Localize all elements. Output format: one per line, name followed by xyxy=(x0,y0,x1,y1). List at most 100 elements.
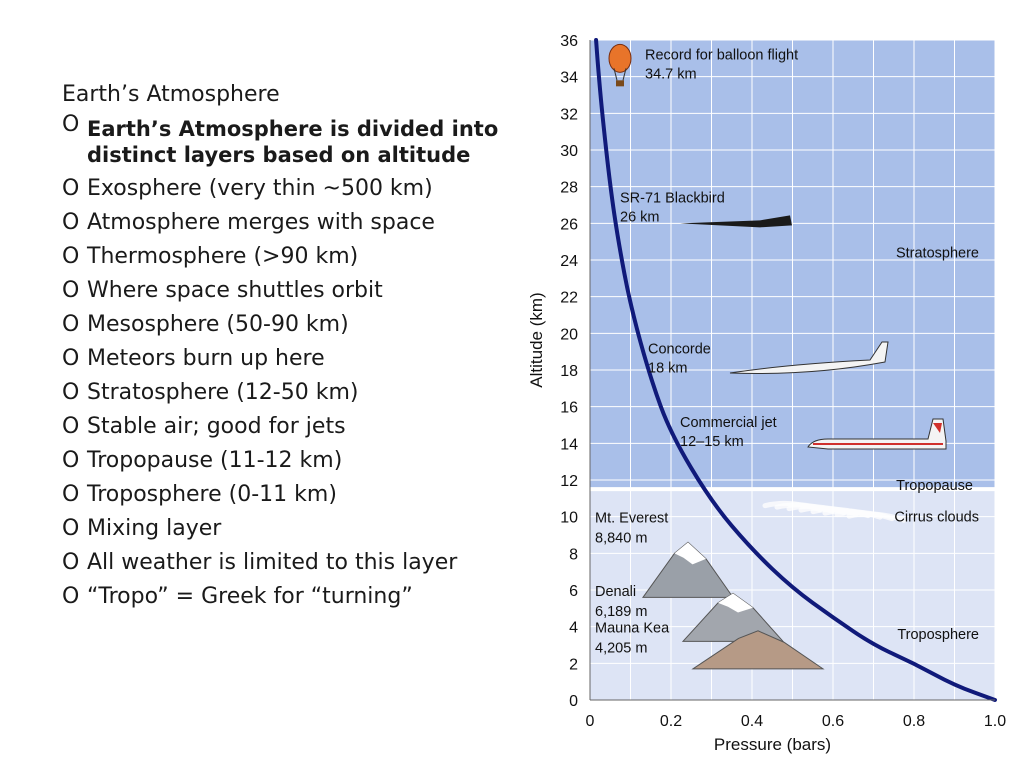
bullet-text: Meteors burn up here xyxy=(87,346,325,371)
x-tick-label: 0.6 xyxy=(822,713,844,730)
bullet-text: Stratosphere (12-50 km) xyxy=(87,380,359,405)
bullet-marker: O xyxy=(62,550,80,575)
y-tick-label: 30 xyxy=(560,143,578,160)
balloon-basket xyxy=(616,80,624,87)
x-tick-label: 0.4 xyxy=(741,713,763,730)
bullet-marker: O xyxy=(62,112,80,137)
bullet-marker: O xyxy=(62,380,80,405)
y-tick-label: 6 xyxy=(569,583,578,600)
bullet-marker: O xyxy=(62,448,80,473)
layer-label-stratosphere: Stratosphere xyxy=(896,246,979,262)
bullet-marker: O xyxy=(62,346,80,371)
bullet-marker: O xyxy=(62,278,80,303)
x-tick-label: 0 xyxy=(586,713,595,730)
bullet-marker: O xyxy=(62,482,80,507)
bullet-item: O Where space shuttles orbit xyxy=(62,274,512,308)
hot-air-balloon-icon xyxy=(608,43,632,87)
bullet-text: Mixing layer xyxy=(87,516,222,541)
bullet-text: Stable air; good for jets xyxy=(87,414,346,439)
slide-title: Earth’s Atmosphere xyxy=(62,82,280,107)
bullet-item: O Atmosphere merges with space xyxy=(62,206,512,240)
bullet-text: Thermosphere (>90 km) xyxy=(87,244,359,269)
annotation-concorde-altitude: 18 km xyxy=(648,361,688,377)
annotation-balloon-name: Record for balloon flight xyxy=(645,47,798,63)
mountain-icon xyxy=(691,630,825,670)
bullet-text: Earth’s Atmosphere is divided into disti… xyxy=(87,117,499,167)
y-tick-label: 14 xyxy=(560,436,578,453)
bullet-list: O Earth’s Atmosphere is divided into dist… xyxy=(62,112,512,614)
y-tick-label: 8 xyxy=(569,546,578,563)
x-tick-label: 0.2 xyxy=(660,713,682,730)
bullet-text: Exosphere (very thin ~500 km) xyxy=(87,176,433,201)
bullet-item: O Meteors burn up here xyxy=(62,342,512,376)
x-axis-label: Pressure (bars) xyxy=(714,735,831,754)
y-tick-label: 12 xyxy=(560,473,578,490)
bullet-marker: O xyxy=(62,210,80,235)
pressure-curve xyxy=(594,38,997,702)
y-tick-label: 24 xyxy=(560,253,578,270)
annotation-balloon-altitude: 34.7 km xyxy=(645,66,697,82)
y-tick-label: 18 xyxy=(560,363,578,380)
bullet-text: Where space shuttles orbit xyxy=(87,278,383,303)
bullet-text: Troposphere (0-11 km) xyxy=(87,482,337,507)
mountain-body xyxy=(691,630,825,670)
bullet-item: O Tropopause (11-12 km) xyxy=(62,444,512,478)
annotation-denali-altitude: 6,189 m xyxy=(595,604,647,620)
annotation-jet-altitude: 12–15 km xyxy=(680,434,744,450)
mountain-snow xyxy=(674,542,706,565)
y-tick-label: 0 xyxy=(569,693,578,710)
y-tick-label: 10 xyxy=(560,510,578,527)
bullet-marker: O xyxy=(62,516,80,541)
bullet-marker: O xyxy=(62,414,80,439)
bullet-text: “Tropo” = Greek for “turning” xyxy=(87,584,413,609)
slide-text: Earth’s Atmosphere O Earth’s Atmosphere i… xyxy=(62,78,512,614)
bullet-item: O Stratosphere (12-50 km) xyxy=(62,376,512,410)
annotation-maunakea-altitude: 4,205 m xyxy=(595,641,647,657)
bullet-item: O Exosphere (very thin ~500 km) xyxy=(62,172,512,206)
altitude-pressure-figure: 0 2 4 6 8 10 12 14 16 18 20 22 24 26 28 30 32 34 36 0 0.2 0.4… xyxy=(520,20,1020,765)
annotation-denali-name: Denali xyxy=(595,584,636,600)
y-tick-label: 2 xyxy=(569,656,578,673)
layer-label-tropopause: Tropopause xyxy=(896,478,973,494)
annotation-everest-name: Mt. Everest xyxy=(595,511,668,527)
layer-label-cirrus: Cirrus clouds xyxy=(894,510,979,526)
bullet-marker: O xyxy=(62,176,80,201)
y-tick-label: 4 xyxy=(569,620,578,637)
cirrus-cloud-icon xyxy=(762,500,907,523)
sr71-body xyxy=(680,215,792,228)
mountain-icon xyxy=(642,541,734,598)
y-tick-label: 28 xyxy=(560,180,578,197)
layer-label-troposphere: Troposphere xyxy=(897,627,979,643)
y-axis-label: Altitude (km) xyxy=(527,292,546,387)
y-tick-label: 34 xyxy=(560,70,578,87)
bullet-item: O Mesosphere (50-90 km) xyxy=(62,308,512,342)
x-tick-label: 0.8 xyxy=(903,713,925,730)
bullet-item: O Stable air; good for jets xyxy=(62,410,512,444)
annotation-concorde-name: Concorde xyxy=(648,342,711,358)
concorde-body xyxy=(729,341,889,375)
bullet-item: O Thermosphere (>90 km) xyxy=(62,240,512,274)
bullet-item: O Troposphere (0-11 km) xyxy=(62,478,512,512)
jet-body xyxy=(807,418,947,450)
y-tick-label: 20 xyxy=(560,326,578,343)
x-tick-label: 1.0 xyxy=(984,713,1006,730)
annotation-sr71-name: SR-71 Blackbird xyxy=(620,190,725,206)
balloon-rope xyxy=(613,68,618,81)
y-tick-label: 26 xyxy=(560,216,578,233)
bullet-text: Mesosphere (50-90 km) xyxy=(87,312,349,337)
bullet-text: Tropopause (11-12 km) xyxy=(87,448,343,473)
annotation-maunakea-name: Mauna Kea xyxy=(595,621,670,637)
bullet-marker: O xyxy=(62,312,80,337)
annotation-sr71-altitude: 26 km xyxy=(620,209,660,225)
concorde-icon xyxy=(729,341,889,375)
bullet-item: O All weather is limited to this layer xyxy=(62,546,512,580)
annotation-everest-altitude: 8,840 m xyxy=(595,531,647,547)
y-tick-label: 22 xyxy=(560,290,578,307)
cloud-streak xyxy=(846,511,907,523)
bullet-item: O Earth’s Atmosphere is divided into dist… xyxy=(62,112,512,172)
bullet-text: Atmosphere merges with space xyxy=(87,210,435,235)
balloon-envelope xyxy=(608,43,632,73)
balloon-rope xyxy=(622,68,627,81)
sr71-blackbird-icon xyxy=(680,215,792,228)
